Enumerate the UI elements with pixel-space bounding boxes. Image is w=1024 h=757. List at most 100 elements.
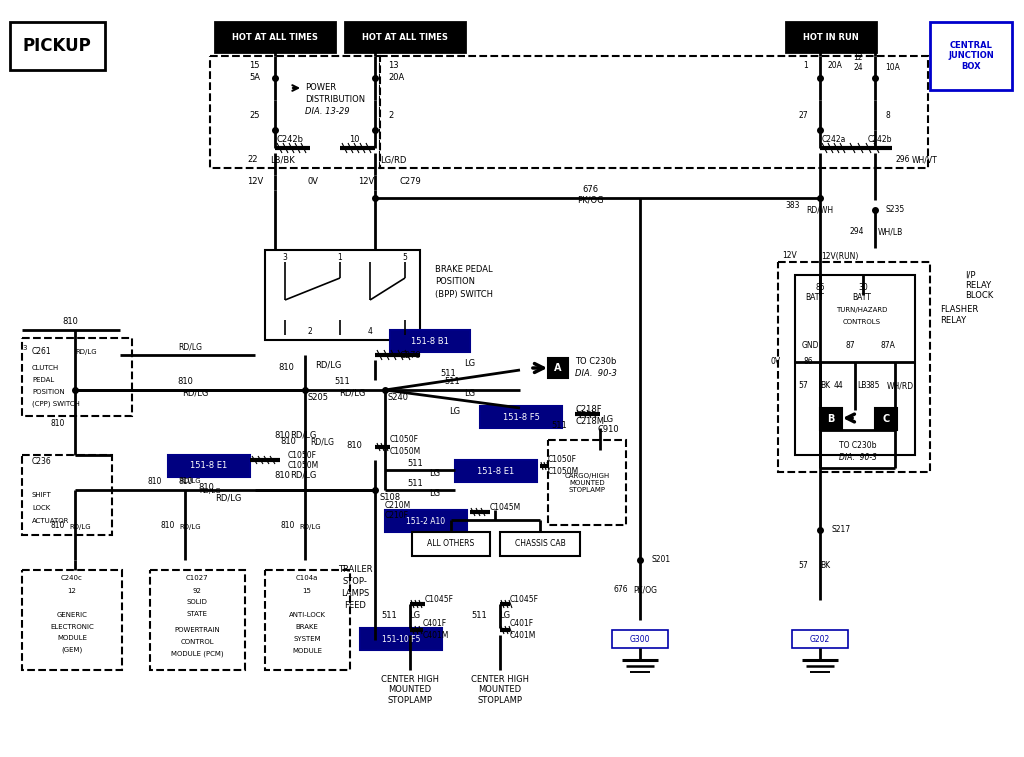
Text: C1050M: C1050M [390, 447, 421, 456]
Text: S201: S201 [652, 556, 671, 565]
Text: 511: 511 [334, 378, 350, 387]
Bar [360, 628, 442, 650]
Text: CONTROL: CONTROL [180, 639, 214, 645]
Text: CONTROLS: CONTROLS [843, 319, 881, 325]
Bar [612, 630, 668, 648]
Text: 3: 3 [23, 345, 28, 351]
Text: WH/RD: WH/RD [887, 382, 913, 391]
Text: BRAKE: BRAKE [296, 624, 318, 630]
Text: SHIFT: SHIFT [32, 492, 52, 498]
Text: LG: LG [500, 612, 511, 621]
Text: (CPP) SWITCH: (CPP) SWITCH [32, 400, 80, 407]
Text: C242a: C242a [822, 136, 846, 145]
Text: GND: GND [801, 341, 819, 350]
Text: 5: 5 [402, 254, 408, 263]
Text: S205: S205 [308, 394, 329, 403]
Text: 10A: 10A [885, 64, 900, 73]
Text: STATE: STATE [186, 611, 208, 617]
Text: 8: 8 [885, 111, 890, 120]
Bar [930, 22, 1012, 90]
Text: ACTUATOR: ACTUATOR [32, 518, 70, 524]
Text: 0V: 0V [771, 357, 781, 366]
Bar [10, 22, 105, 70]
Text: 151-8 E1: 151-8 E1 [477, 466, 515, 475]
Text: RD/LG: RD/LG [179, 524, 201, 530]
Text: 810: 810 [279, 363, 294, 372]
Text: LG: LG [465, 388, 475, 397]
Text: BK: BK [820, 560, 830, 569]
Bar [210, 56, 380, 168]
Text: 44: 44 [834, 382, 843, 391]
Text: (GEM): (GEM) [61, 646, 83, 653]
Text: 810: 810 [50, 521, 65, 529]
Bar [795, 275, 915, 455]
Text: PK/OG: PK/OG [633, 585, 657, 594]
Bar [480, 406, 562, 428]
Text: DIA.  90-3: DIA. 90-3 [575, 369, 616, 378]
Text: 810: 810 [147, 476, 162, 485]
Text: 12: 12 [853, 54, 863, 63]
Text: 151-8 F5: 151-8 F5 [503, 413, 540, 422]
Text: 676: 676 [613, 585, 628, 594]
Text: 12V: 12V [357, 177, 374, 186]
Text: 511: 511 [551, 420, 567, 429]
Text: LG: LG [450, 407, 461, 416]
Bar [22, 570, 122, 670]
Text: C261: C261 [32, 347, 51, 357]
Text: 511: 511 [471, 612, 487, 621]
Text: 20A: 20A [828, 61, 843, 70]
Text: MODULE: MODULE [57, 635, 87, 641]
Bar [150, 570, 245, 670]
Text: 511: 511 [444, 378, 460, 387]
Text: 2: 2 [388, 111, 393, 120]
Text: 25: 25 [250, 111, 260, 120]
Text: CLUTCH: CLUTCH [32, 365, 59, 371]
Text: TURN/HAZARD: TURN/HAZARD [837, 307, 888, 313]
Text: G300: G300 [630, 634, 650, 643]
Text: RD/LG: RD/LG [182, 388, 208, 397]
Bar [778, 262, 930, 472]
Bar [412, 532, 490, 556]
Text: WH/LB: WH/LB [878, 228, 903, 236]
Text: RD/LG: RD/LG [339, 388, 366, 397]
Bar [265, 570, 350, 670]
Text: HOT AT ALL TIMES: HOT AT ALL TIMES [232, 33, 317, 42]
Text: LOCK: LOCK [32, 505, 50, 511]
Text: C401M: C401M [423, 631, 450, 640]
Text: B: B [827, 414, 835, 424]
Text: 4: 4 [368, 328, 373, 337]
Text: ELECTRONIC: ELECTRONIC [50, 624, 94, 630]
Text: LG: LG [602, 416, 613, 425]
Text: 296: 296 [896, 155, 910, 164]
Bar [500, 532, 580, 556]
Bar [548, 440, 626, 525]
Text: C910: C910 [597, 425, 618, 435]
Text: 810: 810 [179, 476, 194, 485]
Text: BRAKE PEDAL: BRAKE PEDAL [435, 266, 493, 275]
Text: 511: 511 [381, 612, 397, 621]
Text: POWER: POWER [305, 83, 336, 92]
Text: 12: 12 [68, 588, 77, 594]
Text: 57: 57 [799, 382, 808, 391]
Text: TO C230b: TO C230b [575, 357, 616, 366]
Bar [265, 250, 420, 340]
Text: 810: 810 [274, 471, 290, 479]
Text: S240: S240 [388, 394, 409, 403]
Text: 676: 676 [582, 185, 598, 195]
Text: RD/LG: RD/LG [315, 360, 341, 369]
Text: C279: C279 [400, 177, 422, 186]
Text: TRAILER: TRAILER [338, 565, 373, 575]
Text: RD/LG: RD/LG [75, 349, 96, 355]
Text: 810: 810 [50, 419, 65, 428]
Text: 0V: 0V [307, 177, 318, 186]
Text: 87A: 87A [881, 341, 895, 350]
Text: BATT: BATT [853, 294, 871, 303]
Text: 810: 810 [281, 438, 296, 447]
Text: 810: 810 [161, 521, 175, 529]
Text: C1050F: C1050F [390, 435, 419, 444]
Text: 810: 810 [281, 521, 295, 529]
Text: 810: 810 [346, 441, 362, 450]
Bar [820, 408, 842, 430]
Text: 30: 30 [858, 284, 868, 292]
Text: C104a: C104a [296, 575, 318, 581]
